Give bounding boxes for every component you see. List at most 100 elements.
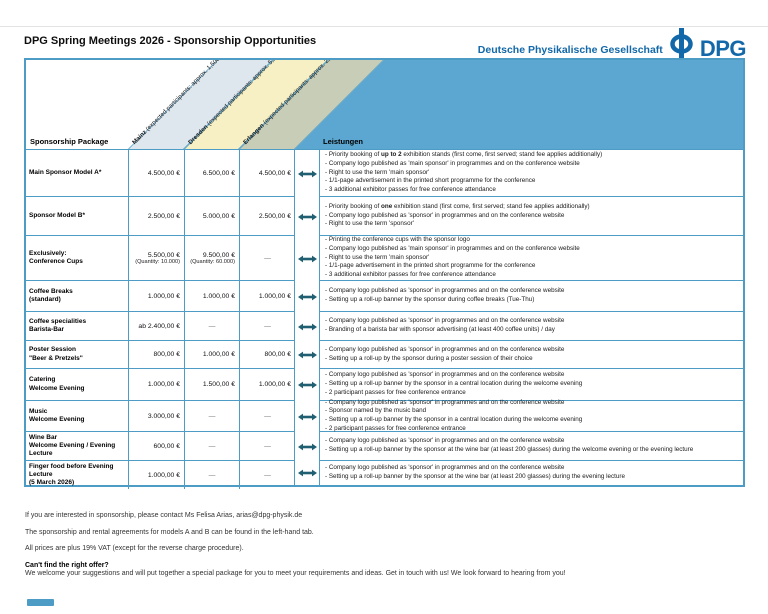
price-cell-mainz: ab 2.400,00 € [128,312,184,340]
dpg-phi-logo-icon [669,24,694,65]
package-name-cell: Catering Welcome Evening [29,376,85,392]
package-name-cell: Wine Bar Welcome Evening / Evening Lectu… [29,434,116,458]
price-cell-mainz: 600,00 € [128,432,184,461]
price-cell-erlangen: — [239,236,295,280]
services-cell: - Priority booking of up to 2 exhibition… [320,150,743,197]
package-name-cell: Sponsor Model B* [29,211,85,219]
service-line: - Setting up a roll-up by the sponsor du… [325,354,533,362]
arrow-slot [295,461,319,485]
price-cell-erlangen: — [239,401,295,431]
price-cell-erlangen: — [239,432,295,461]
services-column-header: Leistungen [323,137,364,146]
brand-org-name: Deutsche Physikalische Gesellschaft [477,43,663,56]
service-line: - Right to use the term 'sponsor' [325,220,414,228]
footer-notes: If you are interested in sponsorship, pl… [25,512,745,587]
maps-to-arrow-icon [297,469,317,477]
arrow-slot [295,236,319,281]
service-line: - Company logo published as 'sponsor' in… [325,437,565,445]
price-cell-mainz: 5.500,00 € (Quantity: 10.000) [128,236,184,280]
price-cell-dresden: — [184,401,239,431]
service-line: - 1/1-page advertisement in the printed … [325,262,536,270]
maps-to-arrow-icon [297,323,317,330]
price-cell-dresden: 5.000,00 € [184,197,239,235]
service-line: - Setting up a roll-up banner by the spo… [325,473,625,480]
package-name-cell: Poster Session "Beer & Pretzels" [29,346,83,362]
price-cell-mainz: 1.000,00 € [128,281,184,311]
service-line: - Right to use the term 'main sponsor' [325,168,430,176]
maps-to-arrow-icon [297,413,317,420]
sheet-tab-indicator [27,599,54,606]
price-cell-erlangen: 2.500,00 € [239,197,295,235]
price-cell-dresden: — [184,461,239,490]
package-name-cell: Exclusively: Conference Cups [29,249,83,265]
price-cell-erlangen: 1.000,00 € [239,369,295,400]
service-line: - Company logo published as 'sponsor' in… [325,464,565,472]
services-table: - Priority booking of up to 2 exhibition… [319,150,743,485]
price-cell-dresden: 1.000,00 € [184,281,239,311]
arrow-slot [295,432,319,461]
services-cell: - Company logo published as 'sponsor' in… [320,369,743,401]
maps-to-arrow-icon [297,293,317,300]
price-cell-mainz: 1.000,00 € [128,369,184,400]
table-row: Wine Bar Welcome Evening / Evening Lectu… [26,432,294,461]
table-header: Mainz (expected participants: approx. 1,… [26,60,743,150]
package-name-cell: Music Welcome Evening [29,407,85,423]
package-column-header: Sponsorship Package [30,137,109,146]
table-row: Coffee Breaks (standard) 1.000,00 €1.000,… [26,281,294,312]
price-cell-dresden: 1.500,00 € [184,369,239,400]
service-line: - 3 additional exhibitor passes for free… [325,186,496,194]
service-line: - Printing the conference cups with the … [325,236,470,244]
service-line: - Right to use the term 'main sponsor' [325,253,430,261]
maps-to-arrow-icon [297,255,317,262]
price-cell-erlangen: 4.500,00 € [239,150,295,196]
services-cell: - Company logo published as 'sponsor' in… [320,399,743,432]
top-divider [0,26,768,27]
service-line: - 3 additional exhibitor passes for free… [325,271,496,279]
price-cell-dresden: — [184,432,239,461]
quantity-note: (Quantity: 10.000) [135,258,180,265]
service-line: - Company logo published as 'sponsor' in… [325,317,565,325]
service-line: - Company logo published as 'sponsor' in… [325,211,565,219]
packages-prices-table: Main Sponsor Model A* 4.500,00 €6.500,00 … [26,150,295,490]
table-row: Music Welcome Evening 3.000,00 € — — [26,401,294,432]
price-cell-dresden: 6.500,00 € [184,150,239,196]
package-name-cell: Finger food before Evening Lecture (5 Ma… [29,463,114,487]
maps-to-arrow-icon [297,381,317,389]
package-name-cell: Main Sponsor Model A* [29,168,102,176]
price-cell-mainz: 2.500,00 € [128,197,184,235]
price-cell-mainz: 800,00 € [128,341,184,368]
arrow-slot [295,312,319,341]
service-line: - Setting up a roll-up banner by the spo… [325,296,535,303]
arrow-column [295,150,319,485]
table-row: Sponsor Model B* 2.500,00 €5.000,00 €2.50… [26,197,294,236]
services-cell: - Printing the conference cups with the … [320,236,743,281]
service-line: - 2 participant passes for free conferen… [325,424,466,432]
table-row: Poster Session "Beer & Pretzels" 800,00 €… [26,341,294,369]
service-line: - 1/1-page advertisement in the printed … [325,177,536,185]
service-line: - Priority booking of one exhibition sta… [325,202,590,210]
vat-note: All prices are plus 19% VAT (except for … [25,545,244,552]
service-line: - Setting up a roll-up banner by the spo… [325,416,583,423]
package-name-cell: Coffee Breaks (standard) [29,287,73,303]
price-cell-dresden: 1.000,00 € [184,341,239,368]
service-line: - Setting up a roll-up banner by the spo… [325,380,583,388]
service-line: - Company logo published as 'sponsor' in… [325,371,565,379]
price-cell-dresden: 9.500,00 € (Quantity: 60.000) [184,236,239,280]
maps-to-arrow-icon [297,443,317,450]
dpg-brand: Deutsche Physikalische Gesellschaft DPG [477,24,747,65]
arrow-slot [295,341,319,369]
services-cell: - Company logo published as 'sponsor' in… [320,341,743,369]
offer-text: We welcome your suggestions and will put… [25,570,566,577]
arrow-slot [295,281,319,312]
services-cell: - Company logo published as 'sponsor' in… [320,281,743,312]
brand-abbr: DPG [699,35,747,61]
maps-to-arrow-icon [297,213,317,220]
price-cell-erlangen: 800,00 € [239,341,295,368]
table-row: Exclusively: Conference Cups 5.500,00 € (Q… [26,236,294,281]
services-cell: - Company logo published as 'sponsor' in… [320,312,743,341]
package-name-cell: Coffee specialities Barista-Bar [29,317,87,333]
table-row: Finger food before Evening Lecture (5 Ma… [26,461,294,490]
table-row: Catering Welcome Evening 1.000,00 €1.500,… [26,369,294,401]
table-row: Main Sponsor Model A* 4.500,00 €6.500,00 … [26,150,294,197]
